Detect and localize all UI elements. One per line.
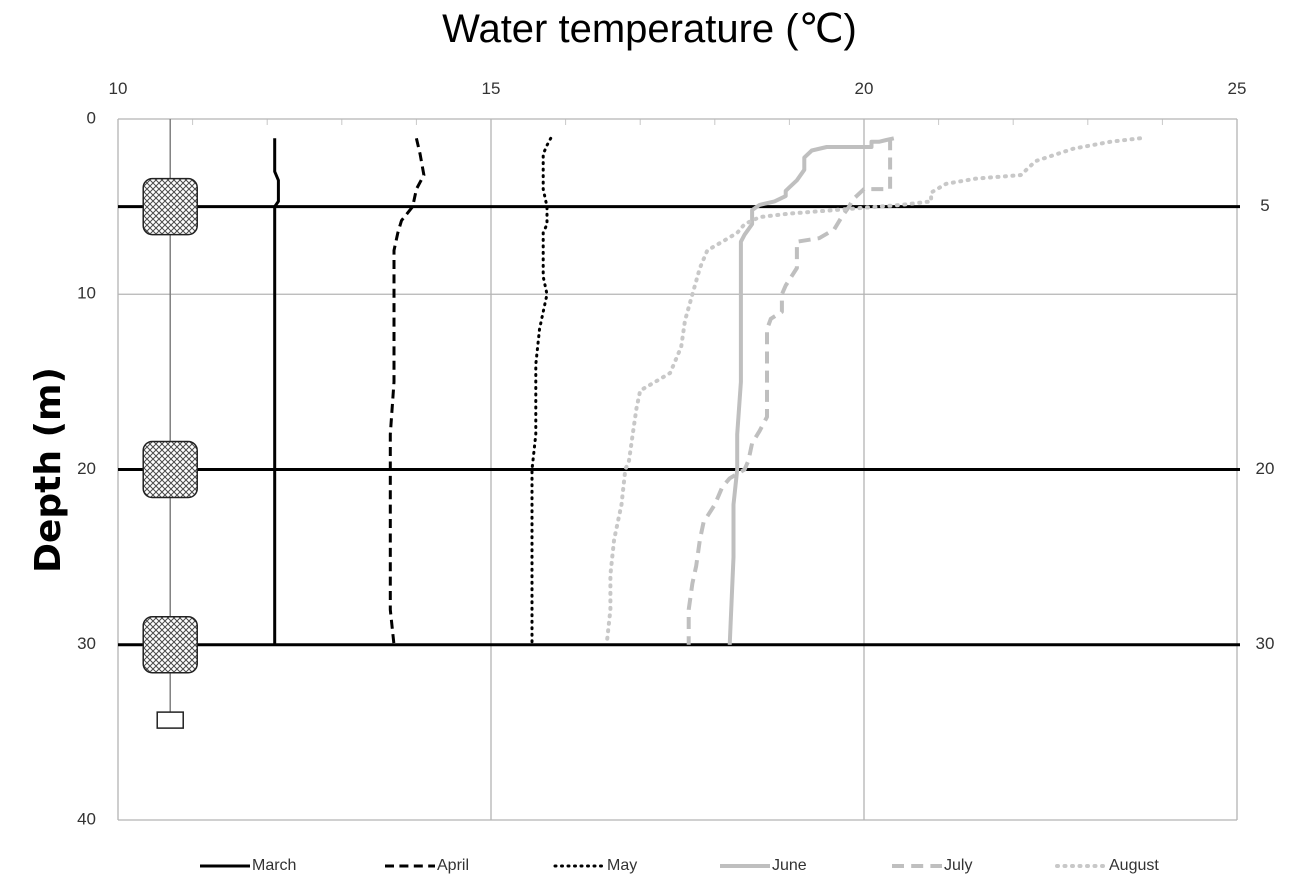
legend-label-march: March — [252, 857, 296, 874]
legend-label-july: July — [944, 857, 972, 874]
y-axis-label: Depth (m) — [28, 367, 69, 573]
series-lines — [273, 136, 1142, 647]
mooring-float-icon — [142, 177, 198, 236]
x-tick-label: 15 — [482, 79, 501, 98]
x-tick-label: 25 — [1228, 79, 1247, 98]
reference-depth-lines: 5 20 30 — [118, 196, 1274, 653]
x-tick-label: 10 — [109, 79, 128, 98]
y-tick-label: 20 — [77, 459, 96, 478]
reference-depth-label: 5 — [1260, 196, 1269, 215]
series-line-april — [388, 137, 426, 645]
axis-ticks: 10 15 20 25 0 10 20 30 40 — [77, 79, 1246, 828]
series-line-june — [727, 136, 895, 645]
legend-label-may: May — [607, 857, 637, 874]
series-line-march — [273, 138, 280, 645]
series-line-may — [530, 136, 553, 647]
legend: March April May June July August — [200, 857, 1159, 874]
mooring-diagram — [142, 119, 198, 729]
legend-label-april: April — [437, 857, 469, 874]
y-tick-label: 10 — [77, 284, 96, 303]
series-line-august — [604, 136, 1142, 647]
legend-label-august: August — [1109, 857, 1159, 874]
y-tick-label: 0 — [87, 108, 96, 127]
y-tick-label: 30 — [77, 634, 96, 653]
mooring-float-icon — [142, 440, 198, 499]
reference-depth-label: 20 — [1256, 459, 1275, 478]
legend-label-june: June — [772, 857, 807, 874]
mooring-anchor-icon — [156, 711, 184, 729]
y-tick-label: 40 — [77, 809, 96, 828]
mooring-float-icon — [142, 616, 198, 674]
x-tick-label: 20 — [855, 79, 874, 98]
series-line-july — [686, 138, 893, 645]
reference-depth-label: 30 — [1256, 634, 1275, 653]
chart-title: Water temperature (℃) — [442, 7, 857, 51]
